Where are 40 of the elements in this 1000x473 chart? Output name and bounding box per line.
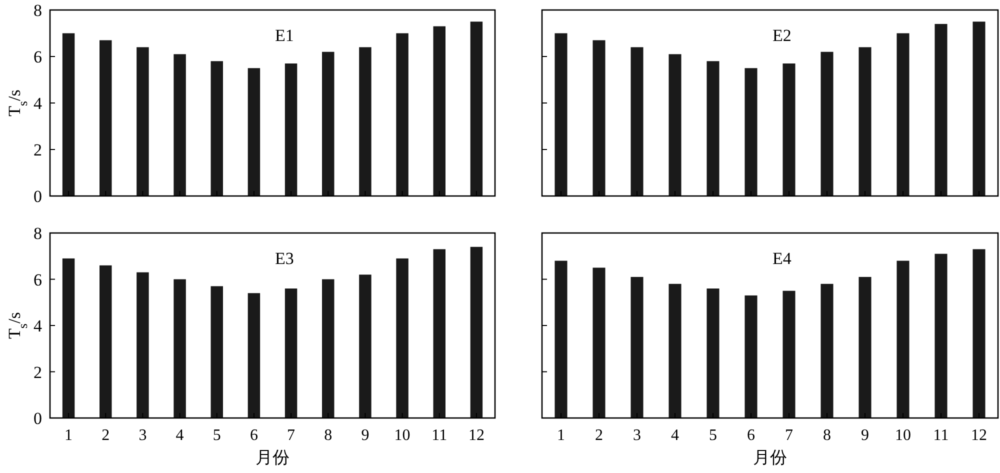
- x-axis-title: 月份: [753, 448, 787, 467]
- text: E4: [772, 249, 792, 268]
- x-tick-label: 2: [595, 427, 603, 444]
- x-tick-label: 12: [971, 427, 987, 444]
- y-tick-label: 2: [34, 140, 42, 160]
- y-tick-label: 0: [34, 187, 42, 206]
- x-tick-label: 8: [324, 427, 332, 444]
- x-tick-label: 4: [671, 427, 679, 444]
- y-tick-label: 6: [34, 48, 42, 66]
- x-tick-label: 7: [785, 427, 793, 444]
- text: E1: [275, 26, 294, 45]
- y-tick-label: 4: [34, 316, 42, 336]
- x-tick-label: 11: [933, 427, 949, 444]
- x-tick-label: 5: [212, 427, 221, 444]
- y-tick-label: 0: [34, 409, 42, 428]
- x-tick-label: 11: [432, 427, 448, 444]
- x-tick-label: 5: [709, 427, 717, 444]
- x-tick-label: 8: [823, 427, 831, 444]
- x-tick-label: 6: [747, 427, 755, 444]
- x-tick-label: 4: [176, 427, 184, 444]
- y-tick-label: 8: [34, 1, 42, 20]
- x-tick-label: 2: [102, 427, 110, 444]
- x-tick-label: 1: [557, 427, 565, 444]
- x-tick-label: 9: [861, 427, 869, 444]
- x-tick-label: 10: [895, 427, 911, 444]
- x-tick-label: 6: [250, 427, 258, 444]
- x-tick-label: 10: [394, 427, 410, 444]
- y-tick-label: 4: [34, 94, 42, 113]
- text: E3: [275, 249, 294, 268]
- x-tick-label: 9: [361, 427, 370, 444]
- x-tick-label: 1: [64, 427, 73, 444]
- x-tick-label: 3: [138, 427, 147, 444]
- x-tick-label: 12: [468, 427, 484, 444]
- x-axis-title: 月份: [256, 448, 290, 467]
- y-tick-label: 8: [34, 224, 42, 243]
- x-tick-label: 3: [633, 427, 641, 444]
- x-tick-label: 7: [287, 427, 296, 444]
- text: E2: [772, 26, 792, 45]
- y-tick-label: 2: [34, 362, 42, 382]
- y-tick-label: 6: [34, 270, 42, 290]
